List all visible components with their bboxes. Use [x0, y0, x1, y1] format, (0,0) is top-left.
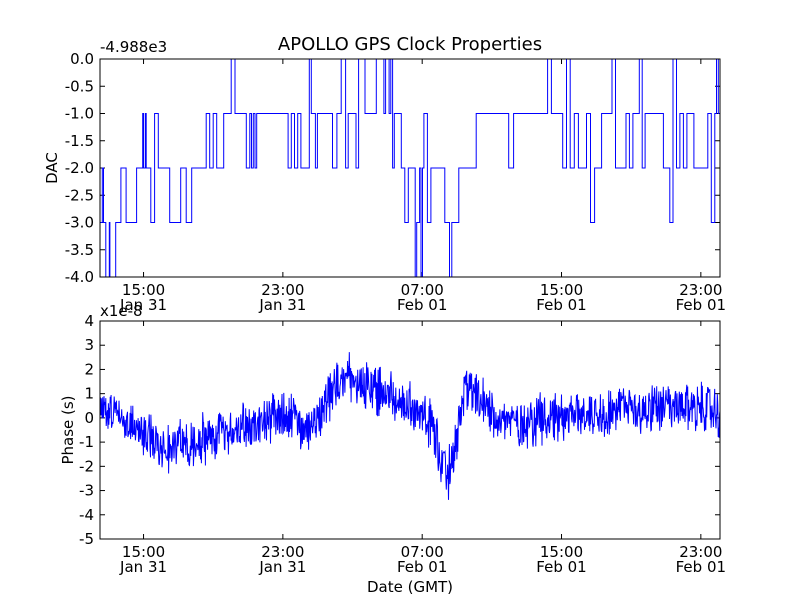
x-tick-time-label: 23:00	[261, 543, 304, 561]
x-tick-date-label: Feb 01	[536, 558, 586, 576]
y-tick-label: -1	[79, 433, 94, 451]
y-tick-label: -5	[79, 530, 94, 548]
x-tick-date-label: Jan 31	[258, 558, 306, 576]
x-tick-date-label: Feb 01	[397, 296, 447, 314]
dac-ticks: 0.0 -0.5 -1.0 -1.5 -2.0 -2.5 -3.0 -3.5 -4.0 15:00…	[65, 50, 726, 314]
dac-axes-frame	[99, 58, 721, 278]
y-tick-label: -2	[79, 457, 94, 475]
y-tick-label: 3	[84, 336, 94, 354]
x-tick-time-label: 15:00	[540, 543, 583, 561]
y-tick-label: 2	[84, 360, 94, 378]
x-tick-time-label: 23:00	[679, 543, 722, 561]
phase-series-line	[99, 352, 721, 500]
dac-series-line	[100, 58, 720, 278]
x-tick-date-label: Feb 01	[397, 558, 447, 576]
x-tick-date-label: Feb 01	[536, 296, 586, 314]
y-tick-label: -0.5	[65, 77, 94, 95]
y-tick-label: -2.0	[65, 159, 94, 177]
phase-y-label: Phase (s)	[59, 395, 77, 464]
x-tick-time-label: 15:00	[122, 281, 165, 299]
phase-x-label: Date (GMT)	[367, 578, 453, 596]
x-tick-date-label: Feb 01	[676, 558, 726, 576]
x-tick-time-label: 23:00	[679, 281, 722, 299]
x-tick-time-label: 15:00	[540, 281, 583, 299]
y-tick-label: 0.0	[70, 50, 94, 68]
y-tick-label: -3	[79, 482, 94, 500]
x-tick-date-label: Jan 31	[119, 296, 167, 314]
y-tick-label: 0	[84, 409, 94, 427]
phase-panel: x1e-8 Phase (s) Date (GMT) 4 3 2 1 0 -1 -2 -3 -4…	[59, 302, 726, 596]
y-tick-label: -4	[79, 506, 94, 524]
phase-axes-frame	[99, 320, 721, 540]
chart-title: APOLLO GPS Clock Properties	[278, 34, 542, 55]
y-tick-label: -2.5	[65, 186, 94, 204]
y-tick-label: -3.5	[65, 241, 94, 259]
dac-offset-text: -4.988e3	[100, 38, 167, 56]
dac-y-label: DAC	[43, 152, 61, 184]
x-tick-time-label: 23:00	[261, 281, 304, 299]
x-tick-time-label: 07:00	[401, 543, 444, 561]
dac-panel: -4.988e3 DAC 0.0 -0.5 -1.0 -1.5 -2.0 -2.5 -3.0…	[43, 38, 726, 314]
phase-offset-text: x1e-8	[100, 302, 143, 320]
x-tick-date-label: Jan 31	[258, 296, 306, 314]
y-tick-label: -1.0	[65, 105, 94, 123]
y-tick-label: -1.5	[65, 132, 94, 150]
y-tick-label: 4	[84, 312, 94, 330]
x-tick-date-label: Feb 01	[676, 296, 726, 314]
y-tick-label: -3.0	[65, 214, 94, 232]
x-tick-date-label: Jan 31	[119, 558, 167, 576]
y-tick-label: 1	[84, 385, 94, 403]
y-tick-label: -4.0	[65, 268, 94, 286]
x-tick-time-label: 07:00	[401, 281, 444, 299]
x-tick-time-label: 15:00	[122, 543, 165, 561]
